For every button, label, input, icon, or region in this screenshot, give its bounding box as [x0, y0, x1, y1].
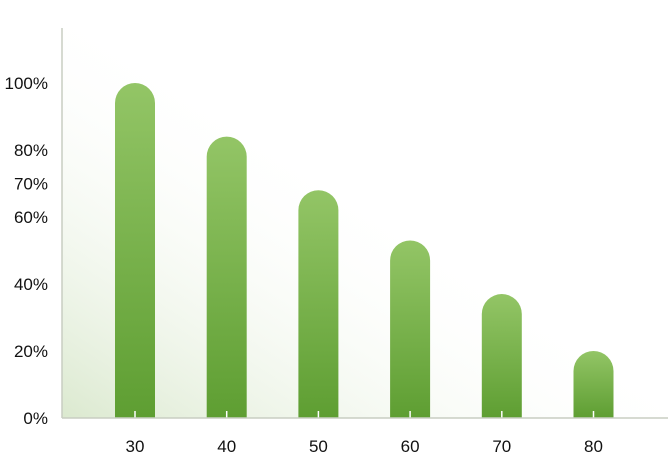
x-tick-label: 30 [126, 437, 145, 456]
y-tick-label: 40% [14, 275, 48, 294]
bar-80 [573, 351, 614, 418]
y-tick-label: 70% [14, 175, 48, 194]
axes [61, 28, 668, 419]
x-axis-tick-labels: 30 40 50 60 70 80 [126, 437, 603, 456]
y-tick-label: 20% [14, 342, 48, 361]
y-tick-label: 60% [14, 208, 48, 227]
x-tick-label: 80 [584, 437, 603, 456]
bar-60 [390, 240, 431, 418]
plot-background [62, 28, 668, 418]
y-tick-label: 80% [14, 141, 48, 160]
x-tick-label: 60 [401, 437, 420, 456]
y-tick-label: 100% [5, 74, 48, 93]
x-tick-label: 50 [309, 437, 328, 456]
bar-30 [115, 83, 155, 418]
bar-70 [481, 294, 522, 418]
plot-shade [62, 28, 668, 418]
x-tick-label: 70 [492, 437, 511, 456]
y-tick-label: 0% [23, 409, 48, 428]
bar-40 [206, 136, 247, 418]
bar-series [115, 83, 614, 418]
x-tick-label: 40 [217, 437, 236, 456]
y-axis-tick-labels: 0% 20% 40% 60% 70% 80% 100% [5, 74, 48, 428]
bar-50 [298, 190, 339, 418]
